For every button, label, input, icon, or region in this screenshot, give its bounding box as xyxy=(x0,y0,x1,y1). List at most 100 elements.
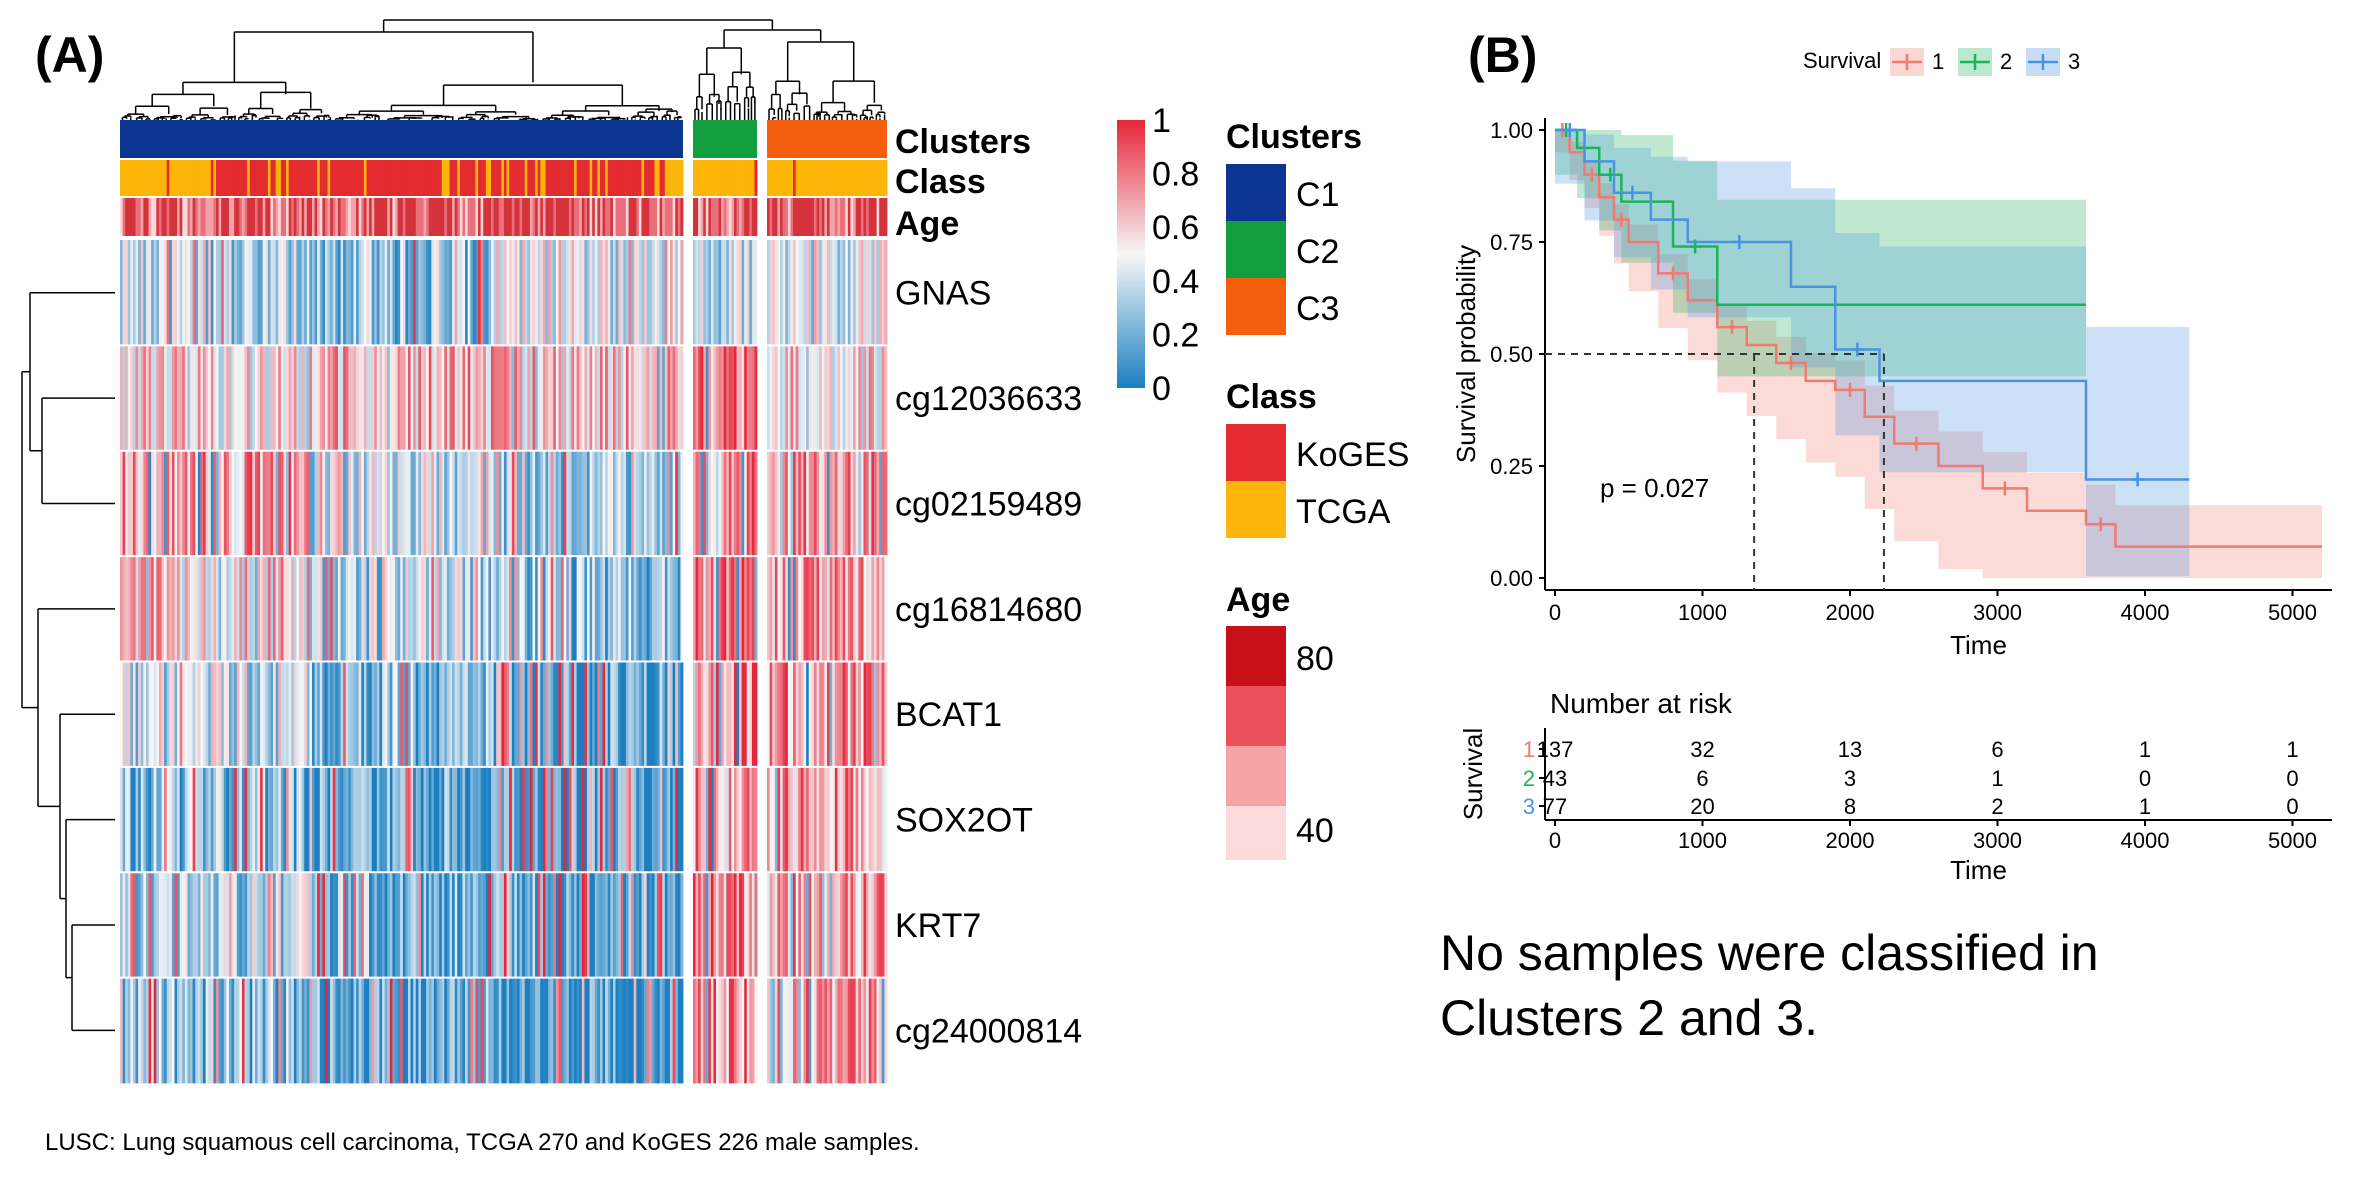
heatmap-cell xyxy=(478,872,482,979)
heatmap-cell xyxy=(855,977,859,1084)
age-cell xyxy=(615,198,619,236)
heatmap-cell xyxy=(811,345,815,452)
heatmap-cell xyxy=(174,240,178,346)
age-cell xyxy=(884,198,888,236)
heatmap-cell xyxy=(293,240,297,346)
age-cell xyxy=(348,198,352,236)
heatmap-cell xyxy=(184,450,188,557)
heatmap-cell xyxy=(317,345,321,452)
heatmap-cell xyxy=(628,556,632,662)
heatmap-cell xyxy=(215,345,219,452)
heatmap-cell xyxy=(197,766,201,873)
age-cell xyxy=(733,198,737,236)
heatmap-cell xyxy=(581,345,585,452)
row-labels: GNAScg12036633cg02159489cg16814680BCAT1S… xyxy=(895,275,1082,1051)
heatmap-cell xyxy=(548,661,552,768)
age-cell xyxy=(599,198,603,236)
heatmap-cell xyxy=(662,661,666,768)
heatmap-cell xyxy=(348,556,352,662)
heatmap-cell xyxy=(465,872,469,979)
heatmap-cell xyxy=(148,345,152,452)
heatmap-cell xyxy=(164,240,168,346)
heatmap-cell xyxy=(623,450,627,557)
heatmap-cell xyxy=(631,872,635,979)
heatmap-cell xyxy=(782,977,786,1084)
class-cell xyxy=(467,160,471,196)
heatmap-cell xyxy=(847,872,851,979)
heatmap-cell xyxy=(366,872,370,979)
heatmap-cell xyxy=(319,556,323,662)
heatmap-cell xyxy=(698,872,702,979)
color-scale-tick: 1 xyxy=(1152,102,1171,140)
heatmap-cell xyxy=(708,661,712,768)
heatmap-cell xyxy=(491,977,495,1084)
heatmap-cell xyxy=(710,661,714,768)
heatmap-cell xyxy=(845,766,849,873)
heatmap-cell xyxy=(446,556,450,662)
heatmap-cell xyxy=(795,556,799,662)
heatmap-cell xyxy=(842,872,846,979)
heatmap-cell xyxy=(369,766,373,873)
heatmap-cell xyxy=(184,977,188,1084)
heatmap-cell xyxy=(273,661,277,768)
heatmap-cell xyxy=(726,872,730,979)
survival-legend-item-1: 1 xyxy=(1932,49,1944,74)
heatmap-cell xyxy=(270,556,274,662)
heatmap-cell xyxy=(280,556,284,662)
heatmap-cell xyxy=(314,345,318,452)
heatmap-cell xyxy=(161,872,165,979)
heatmap-cell xyxy=(210,556,214,662)
heatmap-cell xyxy=(726,450,730,557)
heatmap-cell xyxy=(721,240,725,346)
heatmap-cell xyxy=(234,977,238,1084)
heatmap-cell xyxy=(361,661,365,768)
class-cell xyxy=(623,160,627,196)
heatmap-cell xyxy=(589,661,593,768)
heatmap-cell xyxy=(677,766,681,873)
heatmap-cell xyxy=(413,977,417,1084)
heatmap-cell xyxy=(122,240,126,346)
heatmap-cell xyxy=(190,661,194,768)
age-cell xyxy=(158,198,162,236)
heatmap-cell xyxy=(177,450,181,557)
age-cell xyxy=(871,198,875,236)
heatmap-cell xyxy=(790,977,794,1084)
heatmap-cell xyxy=(280,766,284,873)
heatmap-cell xyxy=(787,240,791,346)
heatmap-cell xyxy=(306,556,310,662)
heatmap-cell xyxy=(785,556,789,662)
heatmap-cell xyxy=(241,556,245,662)
heatmap-cell xyxy=(879,556,883,662)
heatmap-cell xyxy=(278,240,282,346)
heatmap-cell xyxy=(280,977,284,1084)
heatmap-cell xyxy=(855,872,859,979)
heatmap-cell xyxy=(467,872,471,979)
heatmap-cell xyxy=(790,240,794,346)
heatmap-cell xyxy=(366,977,370,1084)
heatmap-cell xyxy=(439,766,443,873)
heatmap-cell xyxy=(808,872,812,979)
heatmap-cell xyxy=(693,556,696,662)
heatmap-cell xyxy=(529,240,533,346)
heatmap-cell xyxy=(387,240,391,346)
heatmap-cell xyxy=(122,766,126,873)
heatmap-cell xyxy=(353,556,357,662)
heatmap-cell xyxy=(397,766,401,873)
heatmap-cell xyxy=(127,661,131,768)
heatmap-cell xyxy=(693,977,696,1084)
row-dendrogram xyxy=(21,291,115,1032)
heatmap-cell xyxy=(744,345,748,452)
class-cell xyxy=(584,160,588,196)
heatmap-cell xyxy=(400,872,404,979)
heatmap-cell xyxy=(470,450,474,557)
heatmap-cell xyxy=(132,977,136,1084)
heatmap-cell xyxy=(273,450,277,557)
heatmap-cell xyxy=(553,345,557,452)
heatmap-cell xyxy=(265,661,269,768)
heatmap-cell xyxy=(847,661,851,768)
heatmap-cell xyxy=(561,872,565,979)
heatmap-cell xyxy=(472,556,476,662)
heatmap-cell xyxy=(587,450,590,557)
class-cell xyxy=(138,160,142,196)
heatmap-cell xyxy=(881,450,885,557)
